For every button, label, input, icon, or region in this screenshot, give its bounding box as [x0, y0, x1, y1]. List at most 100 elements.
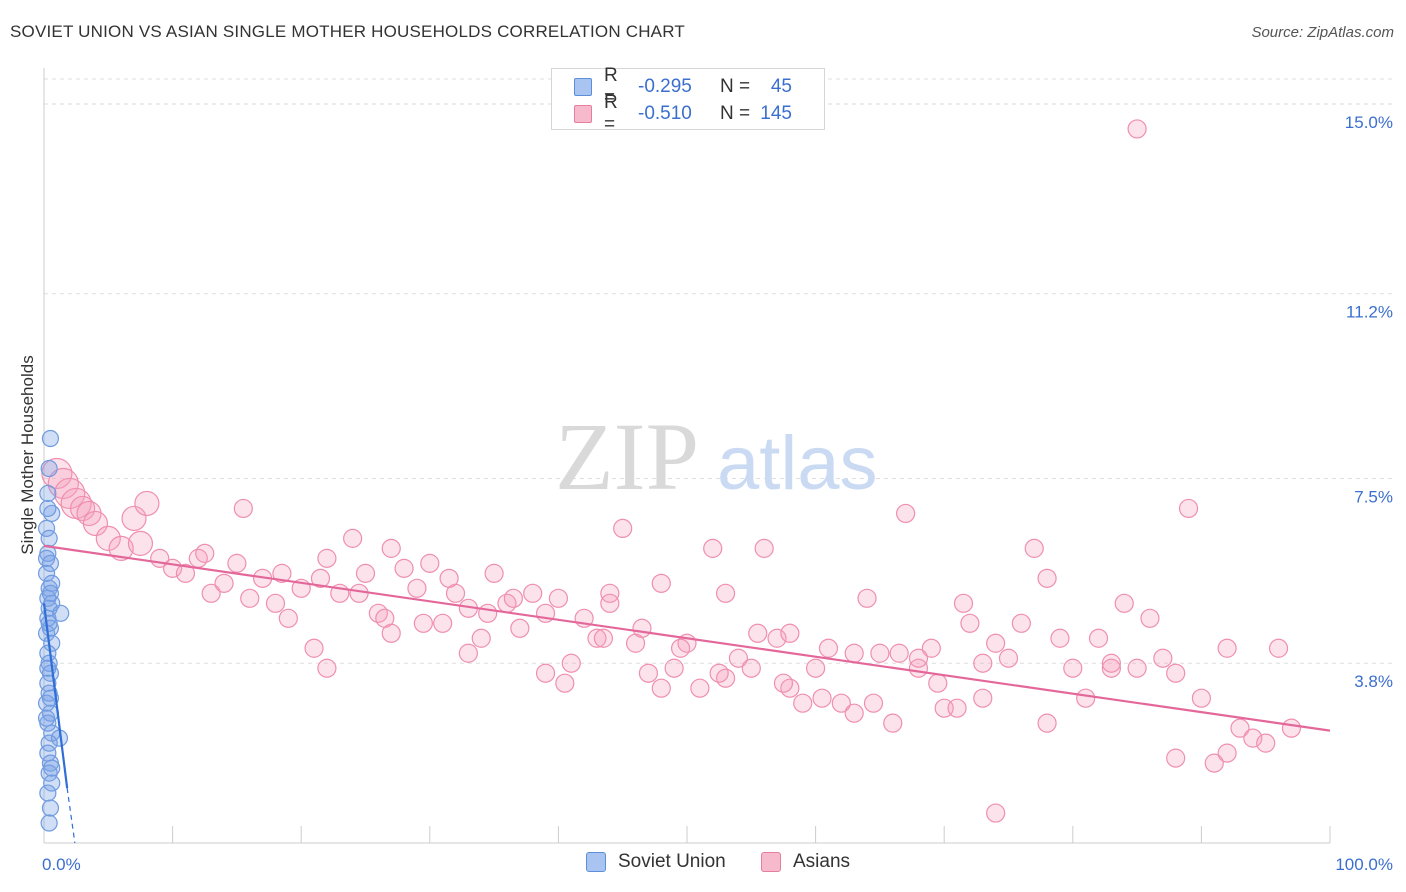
asians-point	[1088, 628, 1109, 648]
legend-n-label: N =	[720, 103, 751, 124]
soviet-union-trend-line	[42, 603, 69, 789]
y-tick-label: 15.0%	[1345, 113, 1393, 132]
asians-point	[780, 678, 800, 698]
asians-point	[54, 477, 86, 510]
asians-point	[812, 688, 832, 708]
asians-point	[523, 583, 543, 603]
asians-point	[368, 603, 388, 623]
chart-title: SOVIET UNION VS ASIAN SINGLE MOTHER HOUS…	[10, 22, 685, 41]
asians-point	[561, 653, 581, 673]
asians-point	[375, 608, 395, 628]
asians-point	[793, 693, 813, 713]
legend-swatch-soviet	[574, 78, 592, 96]
asians-point	[108, 535, 134, 561]
soviet-union-point	[40, 764, 58, 782]
asians-point	[1153, 648, 1173, 668]
asians-point	[548, 588, 569, 608]
asians-point	[82, 510, 109, 537]
legend-r-label: R =	[604, 65, 618, 108]
trend-lines	[42, 544, 1331, 844]
series-legend-label: Soviet Union	[618, 851, 726, 872]
watermark-zip: ZIP	[555, 403, 699, 510]
x-tick-label: 100.0%	[1335, 855, 1393, 874]
soviet-union-point	[41, 429, 60, 448]
source-label: Source: ZipAtlas.com	[1251, 24, 1394, 41]
soviet-union-point	[40, 814, 58, 832]
tick-labels: 3.8% 7.5% 11.2% 15.0% 0.0% 100.0%	[42, 113, 1393, 874]
asians-point	[1217, 743, 1237, 763]
soviet-union-point	[37, 519, 56, 538]
asians-point	[1063, 658, 1083, 678]
asians-point	[407, 578, 427, 598]
soviet-union-point	[41, 664, 60, 682]
asians-point	[304, 638, 324, 658]
asians-point	[953, 593, 974, 613]
axes	[43, 68, 1331, 844]
asians-point	[651, 678, 671, 698]
asians-point	[664, 658, 684, 678]
asians-point	[651, 573, 671, 593]
asians-point	[394, 558, 414, 578]
soviet-union-point	[39, 484, 57, 503]
asians-point	[670, 638, 691, 658]
asians-point	[857, 588, 877, 608]
asians-point	[1011, 613, 1031, 633]
asians-point	[600, 593, 620, 613]
asians-point	[715, 668, 736, 688]
asians-point	[728, 648, 749, 668]
asians-point	[420, 553, 440, 573]
asians-point	[973, 688, 993, 708]
soviet-union-point	[37, 549, 56, 567]
asians-point	[638, 663, 659, 683]
asians-point	[703, 538, 723, 558]
asians-point	[349, 583, 369, 603]
series-legend: Soviet Union Asians	[0, 851, 1406, 877]
asians-point	[41, 457, 73, 490]
asians-point	[1140, 608, 1160, 628]
asians-point	[1166, 748, 1186, 768]
asians-point	[1256, 733, 1276, 753]
asians-point	[741, 658, 761, 678]
asians-points	[41, 119, 1302, 823]
asians-point	[1268, 638, 1289, 658]
asians-point	[1076, 688, 1096, 708]
legend-row-asians: R = -0.510 N = 145	[574, 92, 792, 135]
soviet-union-point	[39, 784, 57, 802]
asians-point	[227, 553, 247, 573]
y-tick-label: 3.8%	[1354, 672, 1393, 691]
asians-point	[1037, 568, 1057, 588]
asians-point	[134, 490, 160, 517]
asians-trend-line	[43, 544, 1331, 732]
asians-point	[240, 588, 260, 608]
legend-swatch-asians	[574, 105, 592, 123]
asians-point	[1127, 119, 1147, 139]
asians-point	[1230, 718, 1250, 738]
legend-r-value: -0.295	[638, 76, 692, 97]
soviet-union-point	[40, 614, 58, 632]
asians-point	[484, 563, 504, 583]
asians-point	[908, 648, 929, 668]
asians-point	[214, 573, 234, 593]
legend-n-label: N =	[720, 76, 751, 97]
asians-point	[278, 608, 298, 628]
asians-point	[127, 530, 154, 556]
soviet-union-point	[41, 799, 60, 817]
asians-point	[1217, 638, 1237, 658]
soviet-union-points	[37, 429, 70, 832]
asians-point	[1114, 593, 1134, 613]
watermark-atlas: atlas	[717, 421, 878, 506]
asians-point	[896, 503, 916, 524]
asians-point	[1127, 658, 1147, 678]
asians-point	[233, 498, 253, 519]
asians-point	[883, 713, 903, 733]
series-legend-label: Asians	[793, 851, 851, 872]
asians-point	[1101, 658, 1121, 678]
asians-point	[960, 613, 980, 633]
asians-point	[317, 548, 337, 568]
asians-point	[458, 643, 478, 663]
correlation-legend: R = -0.295 N = 45 R = -0.510 N = 145	[551, 65, 825, 135]
asians-point	[381, 538, 401, 558]
asians-point	[632, 618, 652, 638]
asians-point	[413, 613, 433, 633]
